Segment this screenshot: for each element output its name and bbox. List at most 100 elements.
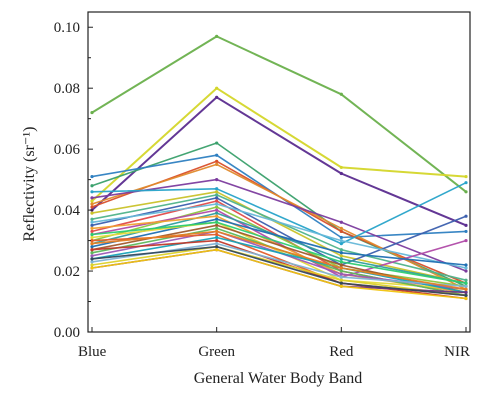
data-point (464, 293, 468, 298)
data-point (90, 205, 94, 209)
data-point (90, 242, 94, 246)
y-axis-title: Reflectivity (sr⁻¹) (21, 127, 38, 242)
data-point (215, 226, 219, 230)
data-point (464, 266, 468, 270)
y-tick-label: 0.02 (54, 264, 80, 280)
data-point (339, 226, 343, 230)
data-point (339, 272, 343, 276)
data-point (339, 229, 343, 234)
series-line (91, 239, 467, 300)
data-point (215, 223, 219, 227)
data-point (215, 220, 219, 224)
plot-frame (87, 11, 471, 333)
series-line (91, 245, 467, 297)
series-line (91, 218, 467, 266)
data-point (215, 208, 219, 212)
data-point (464, 238, 468, 243)
data-point (464, 287, 468, 291)
data-point (90, 226, 94, 230)
data-point (464, 190, 468, 194)
y-tick-label: 0.04 (54, 203, 81, 219)
data-point (339, 165, 343, 170)
data-point (339, 238, 343, 243)
data-point (464, 223, 468, 227)
data-point (339, 284, 343, 288)
data-point (464, 296, 468, 301)
data-point (339, 254, 343, 258)
data-point (215, 159, 219, 163)
data-point (339, 242, 343, 246)
data-point (215, 199, 219, 203)
data-point (464, 284, 468, 288)
y-tick-label: 0.06 (54, 142, 81, 158)
data-point (90, 220, 94, 224)
data-point (464, 269, 468, 273)
data-point (339, 266, 343, 270)
data-point (339, 171, 343, 176)
data-point (90, 211, 94, 215)
series-line (91, 221, 467, 291)
data-point (90, 217, 94, 221)
data-point (464, 229, 468, 234)
data-point (215, 229, 219, 234)
data-point (464, 214, 468, 218)
data-point (464, 181, 468, 185)
series-line (91, 230, 467, 291)
data-point (339, 269, 343, 273)
data-point (90, 235, 94, 240)
data-point (215, 205, 219, 209)
data-point (464, 263, 468, 267)
y-tick-label: 0.00 (54, 325, 80, 341)
data-point (339, 248, 343, 252)
data-point (215, 245, 219, 249)
data-point (339, 257, 343, 261)
series-line (91, 191, 467, 284)
y-tick-label: 0.08 (54, 81, 80, 97)
data-point (339, 92, 343, 96)
series-line (91, 245, 467, 297)
series-line (91, 181, 467, 245)
y-tick-label: 0.10 (54, 20, 80, 36)
data-point (215, 242, 219, 246)
x-tick-label: Blue (78, 344, 107, 360)
data-point (339, 235, 343, 240)
data-point (215, 141, 219, 145)
series-line (91, 96, 467, 227)
data-point (90, 248, 94, 252)
data-point (215, 238, 219, 243)
data-point (215, 95, 219, 99)
data-point (90, 199, 94, 203)
data-point (215, 196, 219, 200)
series-layer (90, 34, 468, 301)
data-point (215, 235, 219, 240)
data-point (215, 86, 219, 90)
data-point (90, 254, 94, 258)
data-point (90, 174, 94, 179)
series-line (91, 203, 467, 269)
x-tick-label: NIR (444, 344, 470, 360)
data-point (215, 34, 219, 38)
data-point (90, 260, 94, 264)
data-point (90, 110, 94, 115)
data-point (215, 153, 219, 157)
data-point (215, 193, 219, 197)
data-point (339, 278, 343, 282)
series-line (91, 197, 467, 266)
data-point (464, 281, 468, 285)
x-tick-label: Green (198, 344, 235, 360)
data-point (215, 162, 219, 166)
data-point (339, 260, 343, 264)
x-axis-title: General Water Body Band (194, 370, 363, 387)
data-point (464, 174, 468, 179)
data-point (464, 290, 468, 294)
data-point (215, 178, 219, 182)
data-point (215, 214, 219, 218)
data-point (339, 251, 343, 255)
data-point (215, 190, 219, 194)
data-point (339, 220, 343, 224)
data-point (215, 187, 219, 191)
data-point (215, 217, 219, 221)
series-line (91, 87, 467, 202)
data-point (90, 257, 94, 261)
